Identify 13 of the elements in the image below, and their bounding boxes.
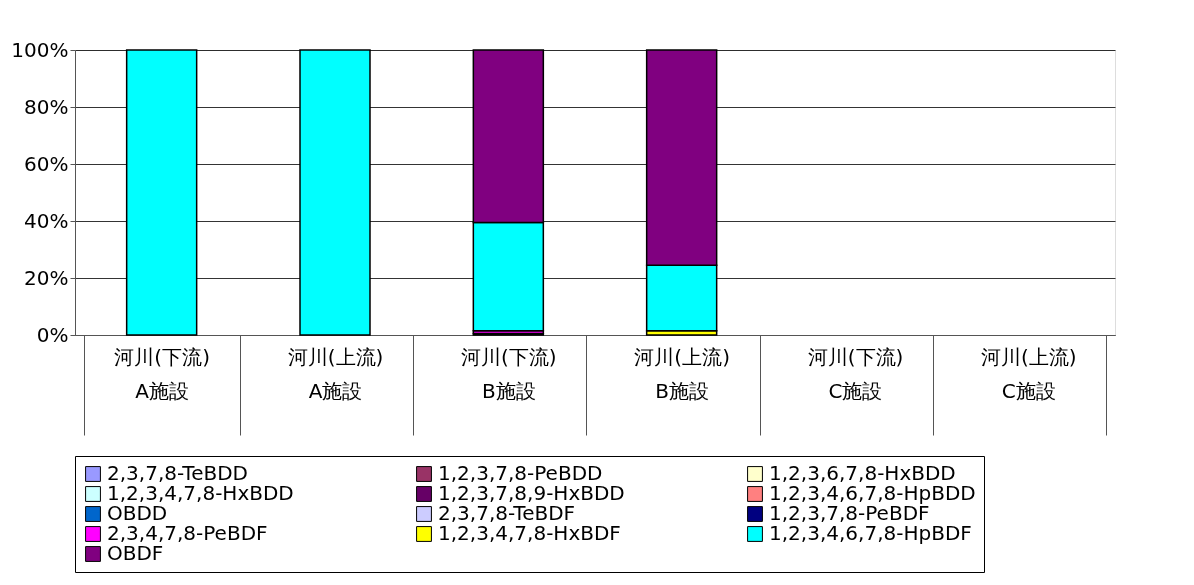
y-tick-label: 60%: [24, 151, 69, 176]
x-tick-label: 河川(上流) C施設: [981, 344, 1077, 403]
x-tick-label: 河川(上流) B施設: [634, 344, 730, 403]
x-tick-label: 河川(下流) C施設: [807, 344, 904, 403]
x-tick-label: 河川(下流) B施設: [461, 344, 557, 403]
y-tick-label: 40%: [24, 208, 69, 233]
x-tick-label: 河川(上流) A施設: [287, 344, 384, 403]
y-tick-label: 20%: [24, 265, 69, 290]
y-tick-label: 80%: [24, 94, 69, 119]
x-tick-label: 河川(下流) A施設: [114, 344, 210, 403]
legend-label: 1,2,3,4,6,7,8-HpBDF: [769, 521, 972, 545]
y-tick-label: 100%: [11, 37, 69, 62]
y-tick-label: 0%: [36, 322, 69, 347]
